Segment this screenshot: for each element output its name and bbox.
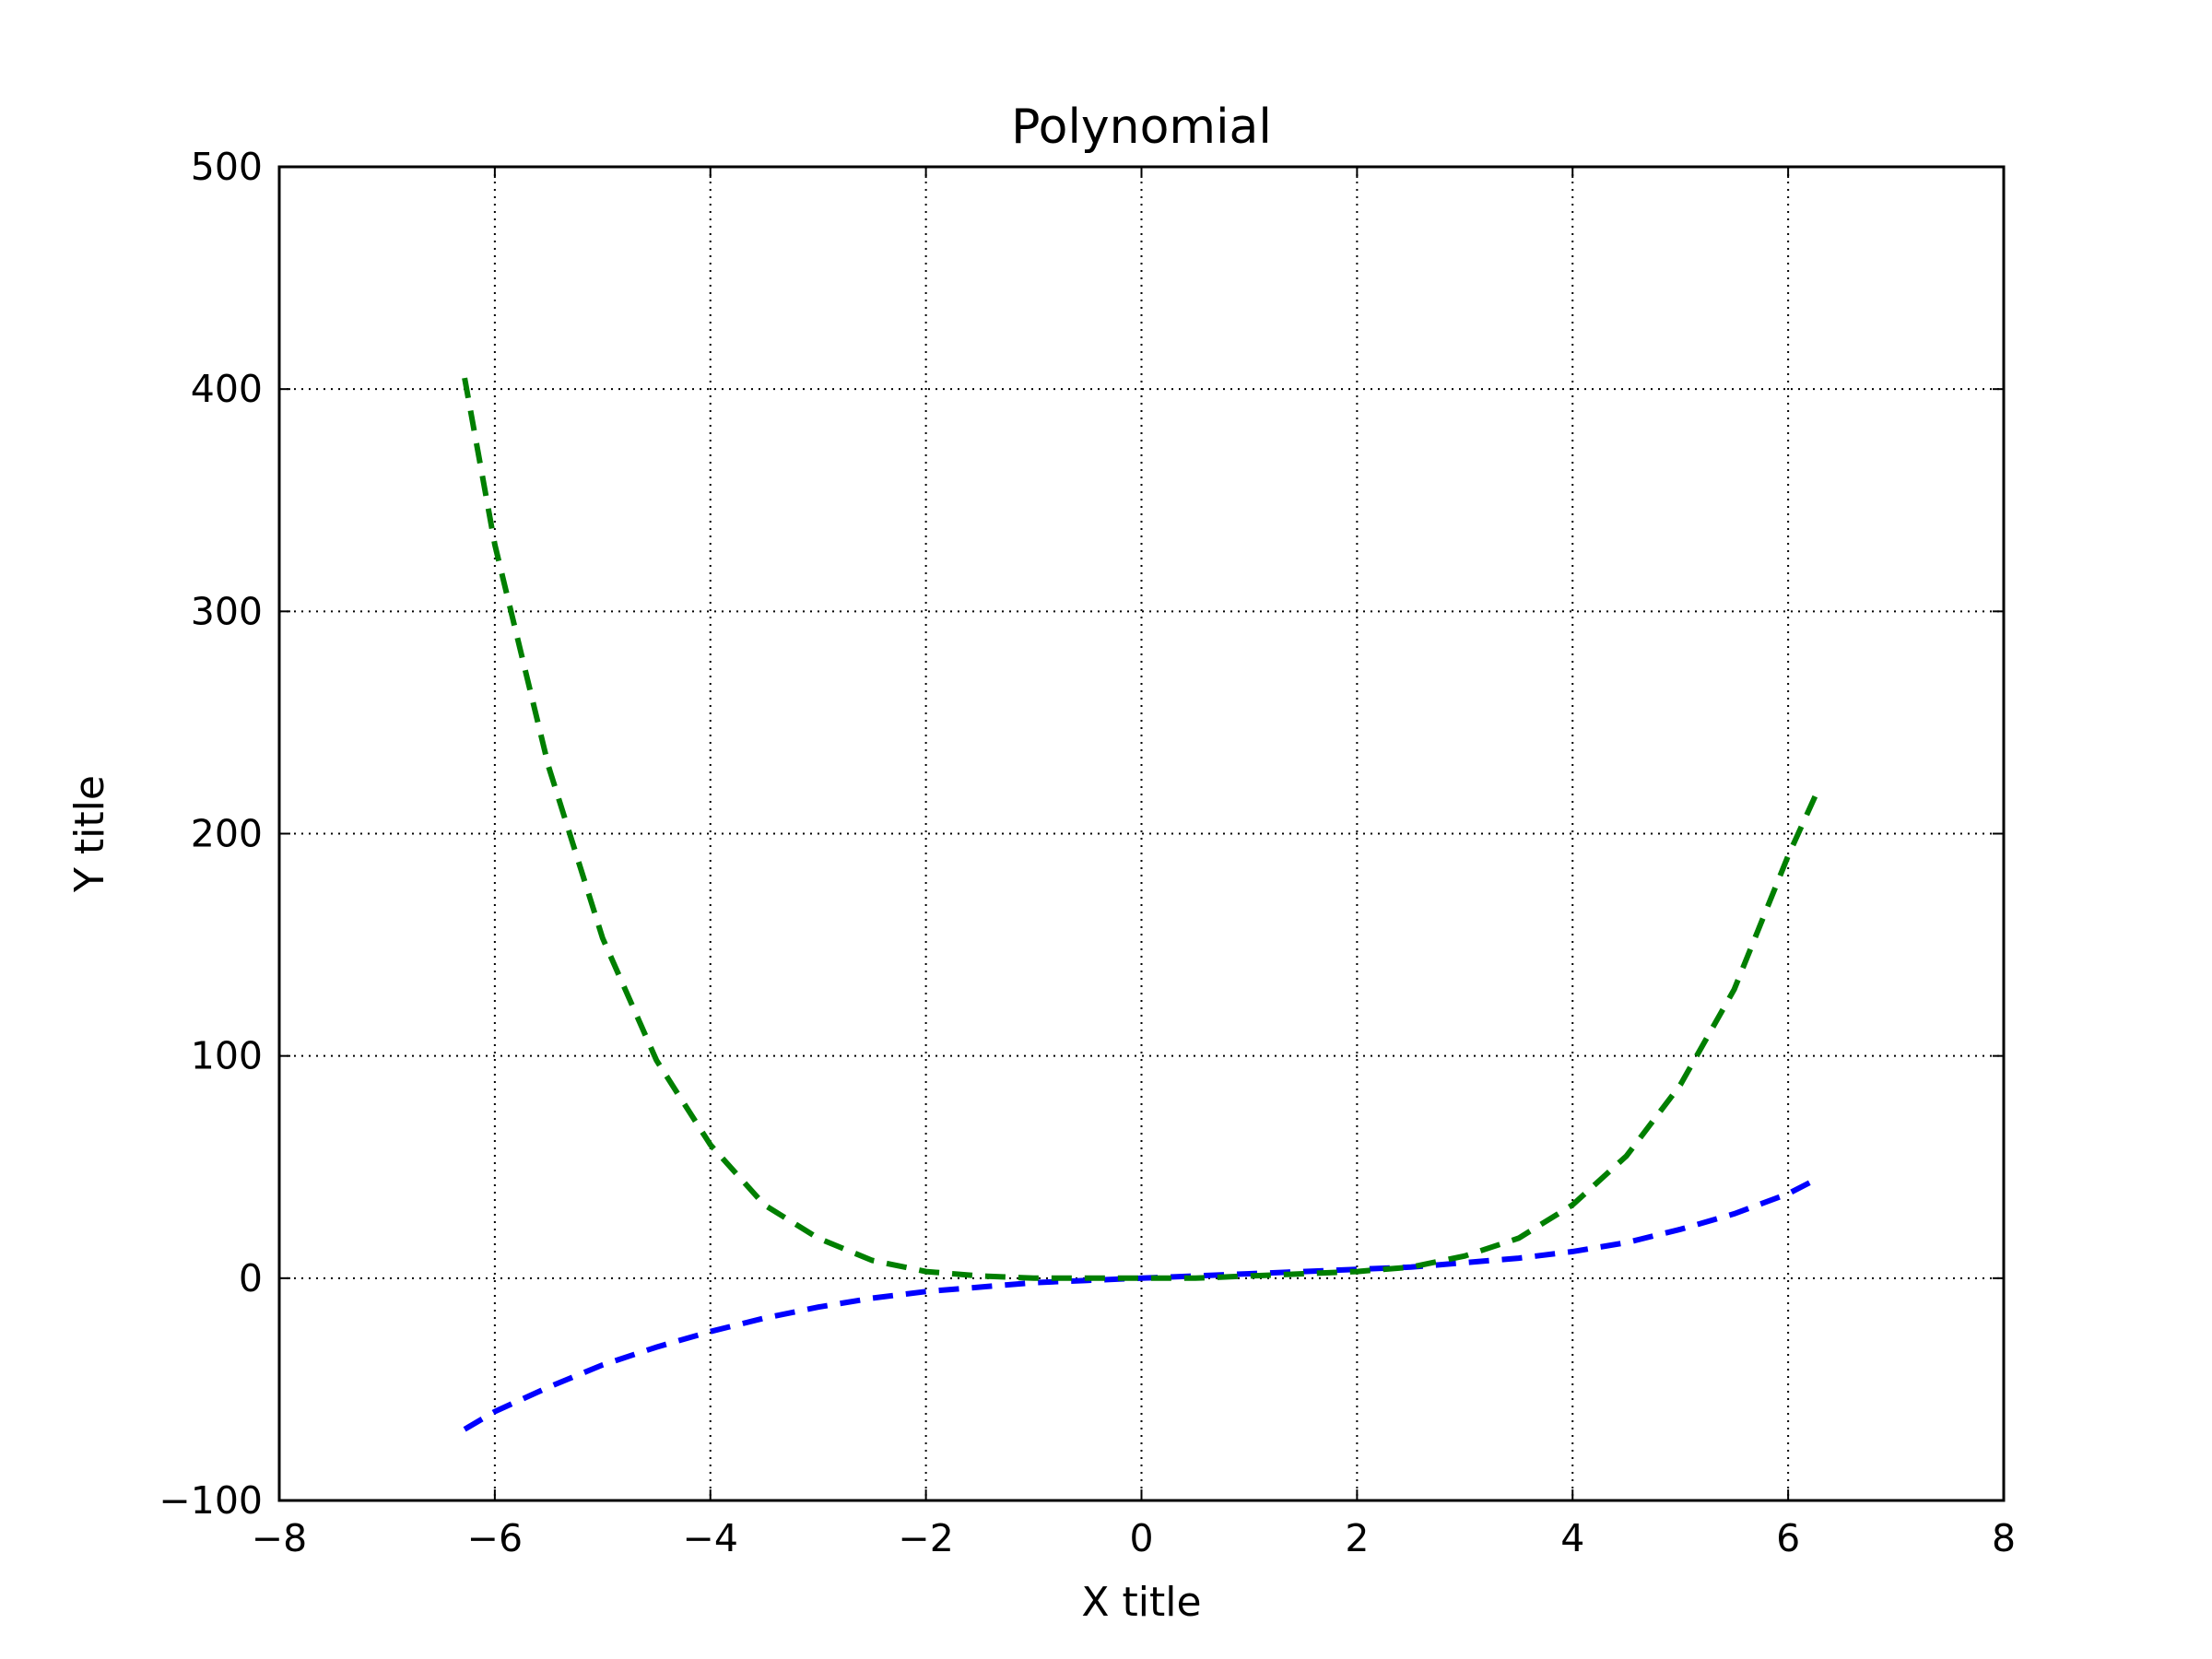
y-tick-label: 100 (191, 1034, 263, 1078)
x-tick-label: −2 (898, 1516, 953, 1560)
y-tick-label: 500 (191, 145, 263, 189)
series-line-2 (462, 377, 1821, 1281)
x-axis-title: X title (1081, 1579, 1201, 1626)
x-tick-label: 4 (1560, 1516, 1584, 1560)
grid-lines (279, 167, 2004, 1500)
x-tick-label: 0 (1129, 1516, 1153, 1560)
chart-title: Polynomial (1011, 100, 1272, 155)
x-tick-label: −6 (467, 1516, 523, 1560)
y-tick-labels: −100 0 100 200 300 400 500 (159, 145, 263, 1523)
tick-marks (278, 166, 2005, 1501)
y-tick-label: 200 (191, 812, 263, 856)
x-tick-labels: −8 −6 −4 −2 0 2 4 6 8 (252, 1516, 2016, 1560)
y-tick-label: −100 (159, 1478, 263, 1523)
y-axis-title: Y title (66, 775, 113, 893)
series-layer (462, 377, 1821, 1432)
x-tick-label: 6 (1776, 1516, 1800, 1560)
y-tick-label: 0 (239, 1256, 263, 1300)
series-line-1 (463, 1175, 1820, 1432)
y-tick-label: 300 (191, 589, 263, 633)
x-tick-label: 8 (1992, 1516, 2016, 1560)
y-tick-label: 400 (191, 367, 263, 411)
x-tick-label: 2 (1345, 1516, 1369, 1560)
x-tick-label: −4 (683, 1516, 738, 1560)
x-tick-label: −8 (252, 1516, 307, 1560)
